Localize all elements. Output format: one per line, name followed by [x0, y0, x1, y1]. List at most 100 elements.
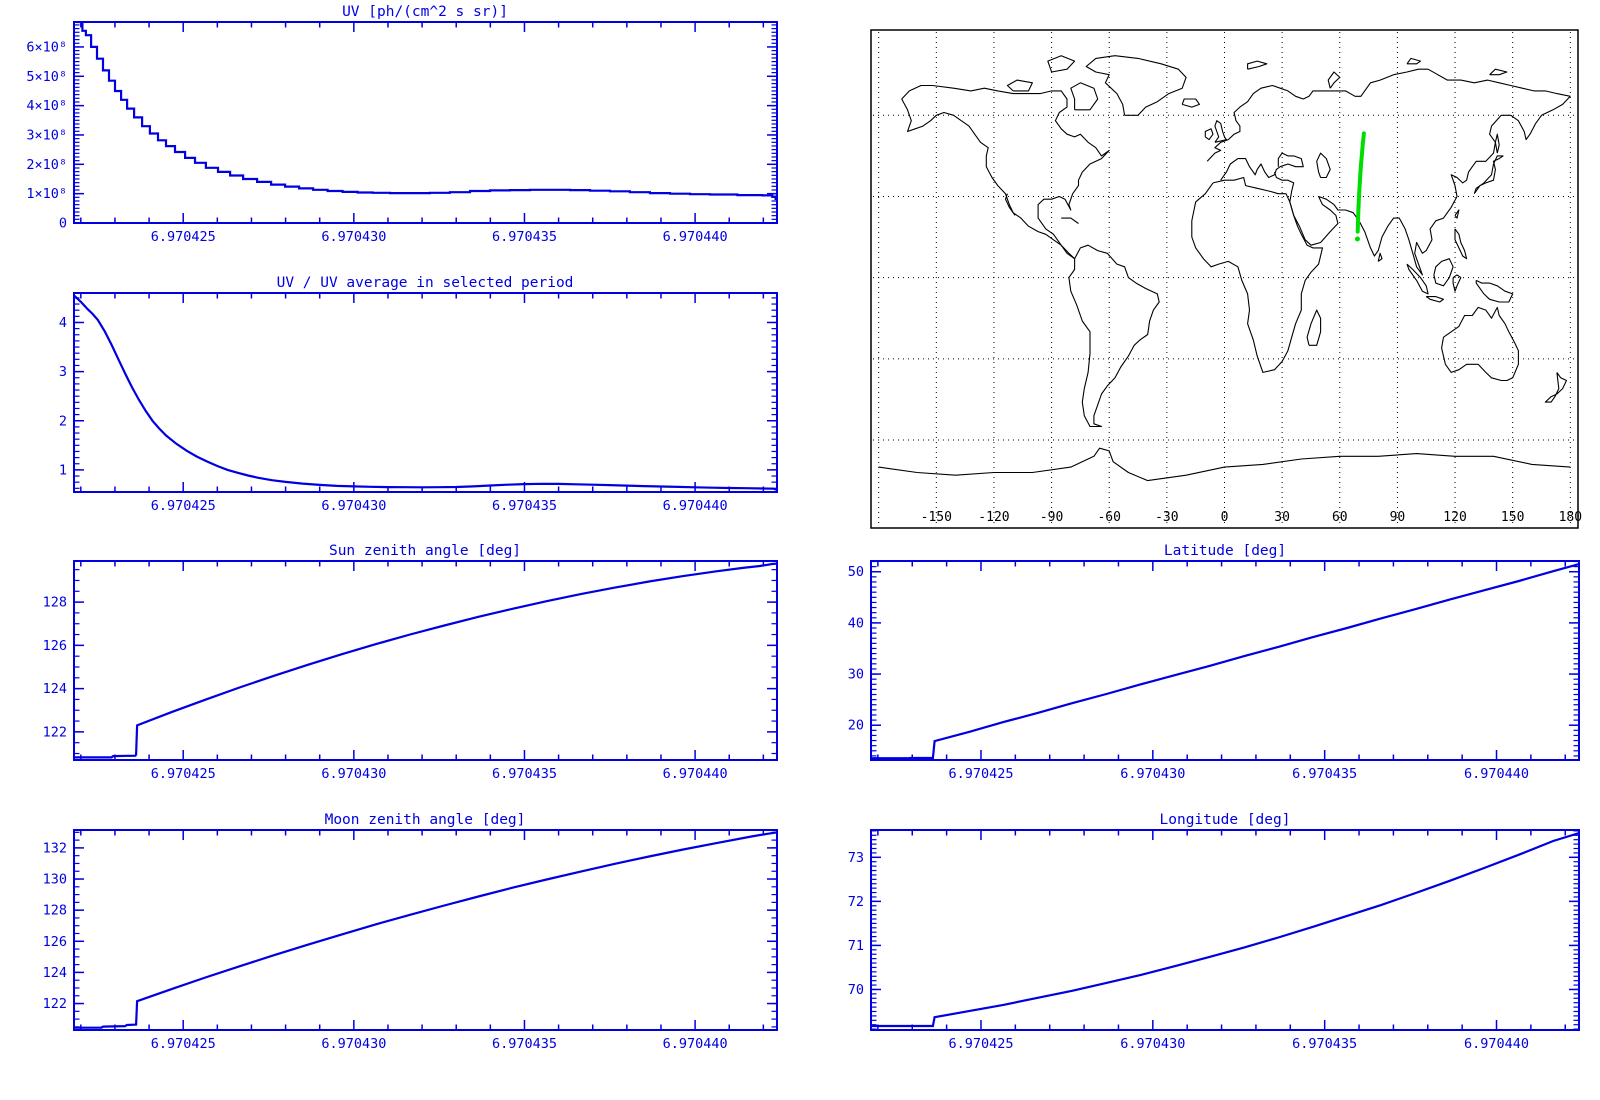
coastline-eurasia-arctic	[1206, 68, 1571, 162]
coastline-sakhalin	[1494, 133, 1500, 154]
x-tick-label: 6.970430	[1120, 1036, 1185, 1052]
x-tick-label: 6.970425	[948, 766, 1013, 782]
data-curve	[75, 831, 776, 1029]
map-lon-label: 180	[1559, 510, 1582, 525]
x-tick-label: 6.970440	[663, 229, 728, 245]
uv-ratio-plot-title: UV / UV average in selected period	[277, 275, 574, 291]
longitude-plot-title: Longitude [deg]	[1160, 812, 1291, 828]
ground-track	[1355, 131, 1366, 234]
x-tick-label: 6.970435	[492, 766, 557, 782]
plot-frame	[870, 829, 1580, 1031]
panel-moon-zenith: Moon zenith angle [deg] 6.970425 6.970430…	[43, 812, 778, 1052]
coastline-borneo	[1433, 258, 1454, 287]
coastline-new-siberian-islands	[1489, 68, 1508, 76]
moon-zenith-plot-area: 6.970425 6.970430 6.970435 6.970440 122 124 12…	[43, 829, 778, 1052]
coastlines-group	[878, 55, 1571, 482]
map-lon-label: 60	[1332, 510, 1348, 525]
x-tick-label: 6.970440	[663, 498, 728, 514]
y-tick-label: 2×10⁸	[26, 157, 67, 173]
panel-sun-zenith: Sun zenith angle [deg] 6.970425 6.970430 6…	[43, 543, 778, 782]
x-tick-label: 6.970425	[151, 498, 216, 514]
y-tick-label: 30	[848, 667, 864, 683]
x-tick-label: 6.970425	[151, 229, 216, 245]
x-tick-label: 6.970435	[1292, 766, 1357, 782]
map-lon-label: -150	[921, 510, 952, 525]
y-tick-label: 122	[43, 724, 67, 740]
coastline-new-zealand	[1544, 372, 1568, 403]
coastline-victoria-island	[1006, 79, 1033, 92]
y-tick-label: 40	[848, 615, 864, 631]
coastline-antarctica	[878, 447, 1571, 482]
y-tick-label: 3×10⁸	[26, 127, 67, 143]
y-tick-label: 126	[43, 934, 67, 950]
y-tick-label: 2	[59, 413, 67, 429]
y-tick-label: 4×10⁸	[26, 98, 67, 114]
y-tick-label: 70	[848, 982, 864, 998]
coastline-severnaya-zemlya	[1406, 57, 1422, 65]
x-tick-label: 6.970425	[151, 766, 216, 782]
panel-uv-ratio: UV / UV average in selected period 6.970…	[59, 275, 778, 514]
coastline-sri-lanka	[1377, 252, 1383, 262]
x-tick-label: 6.970440	[663, 1036, 728, 1052]
map-lon-label: 150	[1501, 510, 1524, 525]
map-lon-label: 120	[1443, 510, 1466, 525]
longitude-plot-area: 6.970425 6.970430 6.970435 6.970440 70 71 72 73	[848, 829, 1580, 1052]
coastline-ireland	[1204, 128, 1214, 141]
coastline-sumatra	[1406, 263, 1429, 295]
y-tick-label: 126	[43, 638, 67, 654]
coastline-cuba	[1061, 217, 1079, 224]
coastline-iceland	[1181, 98, 1201, 108]
coastline-mediterranean-black-sea	[1220, 152, 1304, 181]
panel-longitude: Longitude [deg] 6.970425 6.970430 6.970435…	[848, 812, 1580, 1052]
coastline-japan	[1473, 155, 1504, 195]
panel-uv: UV [ph/(cm^2 s sr)] 6.970425 6.970430 6.97…	[26, 4, 778, 245]
x-tick-label: 6.970425	[151, 1036, 216, 1052]
uv-ratio-plot-area: 6.970425 6.970430 6.970435 6.970440 1 2 3 4	[59, 292, 778, 514]
y-tick-label: 20	[848, 718, 864, 734]
coastline-north-america-west	[901, 98, 1075, 260]
y-tick-label: 132	[43, 840, 67, 856]
x-tick-label: 6.970430	[321, 229, 386, 245]
panel-latitude: Latitude [deg] 6.970425 6.970430 6.970435 6…	[848, 543, 1580, 782]
coastline-taiwan	[1454, 209, 1460, 219]
latitude-plot-area: 6.970425 6.970430 6.970435 6.970440 20 30 40 50	[848, 560, 1580, 782]
plot-frame	[73, 292, 778, 493]
y-tick-label: 0	[59, 216, 67, 232]
x-tick-label: 6.970440	[1464, 1036, 1529, 1052]
x-tick-label: 6.970430	[321, 1036, 386, 1052]
y-tick-label: 3	[59, 364, 67, 380]
coastline-baffin-island	[1070, 82, 1099, 111]
x-tick-label: 6.970435	[492, 229, 557, 245]
coastline-madagascar	[1306, 309, 1322, 346]
x-tick-label: 6.970425	[948, 1036, 1013, 1052]
x-tick-label: 6.970435	[492, 1036, 557, 1052]
coastline-sulawesi	[1452, 274, 1462, 292]
coastline-australia	[1441, 306, 1519, 382]
map-lon-label: -90	[1040, 510, 1063, 525]
map-lon-label: -60	[1097, 510, 1120, 525]
moon-zenith-plot-title: Moon zenith angle [deg]	[325, 812, 526, 828]
coastline-north-america-east	[901, 84, 1110, 260]
map-frame	[870, 29, 1579, 529]
y-tick-label: 124	[43, 681, 67, 697]
plot-frame	[73, 560, 778, 761]
y-tick-label: 50	[848, 564, 864, 580]
x-tick-label: 6.970430	[1120, 766, 1185, 782]
coastline-philippines	[1454, 228, 1468, 260]
y-tick-label: 6×10⁸	[26, 39, 67, 55]
y-tick-label: 128	[43, 903, 67, 919]
data-curve	[872, 832, 1578, 1028]
coastline-new-guinea	[1475, 279, 1514, 303]
coastline-south-america	[1068, 244, 1160, 428]
x-tick-label: 6.970440	[663, 766, 728, 782]
x-tick-label: 6.970435	[492, 498, 557, 514]
plot-frame	[73, 21, 778, 224]
data-curve	[75, 294, 776, 491]
uv-plot-area: 6.970425 6.970430 6.970435 6.970440 0 1×10⁸ 2×…	[26, 21, 778, 245]
data-curve	[75, 562, 776, 759]
map-lon-label: 90	[1390, 510, 1406, 525]
coastline-ellesmere-island	[1047, 55, 1076, 73]
coastline-novaya-zemlya	[1327, 71, 1341, 89]
map-lon-label: 30	[1274, 510, 1290, 525]
